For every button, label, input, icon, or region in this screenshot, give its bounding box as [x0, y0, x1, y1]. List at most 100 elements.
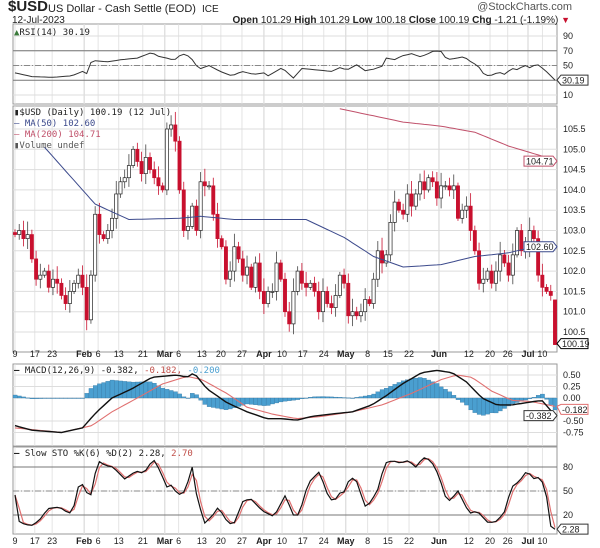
candle-body: [316, 291, 321, 313]
x-tick-label: 21: [138, 349, 148, 359]
candle-body: [270, 291, 275, 293]
x-tick-label: 17: [30, 536, 40, 546]
macd-histogram-bar: [409, 378, 414, 399]
candle: [274, 251, 279, 301]
candle: [38, 263, 43, 289]
macd-histogram-bar: [130, 381, 136, 399]
candle-body: [396, 201, 401, 211]
rsi-y-tick-label: 70: [563, 46, 573, 56]
candle: [25, 221, 30, 250]
candle: [249, 263, 254, 290]
macd-line: [14, 369, 556, 434]
macd-histogram-bar: [181, 396, 187, 399]
macd-histogram-bar: [84, 393, 90, 399]
macd-histogram-bar: [320, 396, 326, 399]
macd-histogram-bar: [177, 393, 182, 399]
candle: [388, 214, 393, 262]
macd-histogram-bar: [451, 395, 457, 399]
candle-body: [295, 270, 300, 292]
candle: [261, 278, 266, 314]
candle-body: [131, 148, 136, 166]
macd-histogram-bar: [468, 397, 473, 411]
macd-histogram-bar: [76, 397, 81, 399]
ohlc-summary: Open 101.29 High 101.29 Low 100.18 Close…: [233, 15, 571, 26]
x-tick-label: 8: [365, 349, 370, 359]
candle: [148, 152, 152, 174]
macd-histogram-bar: [434, 383, 440, 399]
candle: [110, 208, 114, 239]
candle-body: [278, 262, 283, 280]
macd-histogram-bar: [206, 397, 212, 407]
candle: [451, 174, 456, 199]
candle-body: [363, 299, 368, 313]
candle-body: [110, 217, 114, 231]
ma50-legend: — MA(50) 102.60: [14, 119, 96, 129]
candle: [63, 287, 68, 311]
macd-histogram-bar: [59, 397, 64, 399]
candle-body: [329, 303, 334, 308]
candle-body: [72, 282, 77, 292]
candle-body: [460, 209, 465, 219]
candle: [76, 268, 81, 289]
candle: [164, 122, 169, 196]
candle: [118, 176, 123, 198]
candle: [493, 261, 498, 292]
macd-histogram-bar: [71, 397, 77, 399]
candle-body: [122, 177, 127, 183]
candle: [418, 173, 422, 201]
candle-body: [287, 311, 292, 325]
candle-body: [38, 274, 43, 280]
candle: [426, 174, 431, 193]
macd-histogram-bar: [265, 397, 271, 406]
macd-histogram-bar: [291, 397, 296, 401]
rsi-panel-frame: [12, 23, 558, 105]
macd-histogram-bar: [143, 381, 149, 399]
candle-body: [76, 274, 81, 284]
rsi-legend: ▲RSI(14) 30.19: [14, 28, 90, 39]
x-tick-label: 10: [277, 536, 287, 546]
x-tick-label: 21: [138, 536, 148, 546]
macd-histogram-bar: [316, 396, 322, 399]
candle-body: [88, 274, 93, 321]
candle: [299, 262, 304, 290]
candle: [430, 171, 435, 187]
candle: [384, 249, 389, 267]
close-label: Close: [408, 15, 436, 26]
x-tick-label: Mar: [157, 536, 174, 546]
candle: [283, 272, 287, 317]
candle-body: [219, 238, 224, 248]
x-tick-label: Apr: [256, 536, 272, 546]
macd-histogram-bar: [97, 383, 102, 399]
candle-body: [17, 230, 22, 235]
candle: [447, 177, 452, 197]
candle-body: [498, 254, 503, 272]
candle: [236, 241, 241, 263]
price-y-tick-label: 100.5: [563, 327, 586, 337]
candle: [481, 267, 486, 293]
low-value: 100.18: [375, 15, 406, 26]
rsi-line: [14, 50, 556, 81]
candle: [489, 264, 494, 289]
close-value-tag: 100.19: [556, 338, 590, 350]
x-tick-label: 15: [383, 536, 393, 546]
sto-legend: — Slow STO %K(6) %D(2) 2.28, 2.70: [14, 449, 193, 459]
macd-histogram-bar: [493, 397, 499, 414]
candle: [308, 280, 313, 290]
candle: [169, 115, 174, 137]
candle: [544, 284, 549, 294]
macd-y-tick-label: -0.50: [563, 416, 584, 426]
macd-histogram-bar: [122, 381, 128, 399]
candle: [367, 296, 372, 307]
x-tick-label: 13: [114, 349, 124, 359]
x-tick-label: May: [337, 349, 355, 359]
macd-histogram-bar: [12, 394, 18, 399]
macd-histogram-bar: [455, 397, 461, 400]
candle-body: [367, 299, 372, 304]
x-tick-label: 9: [12, 536, 17, 546]
macd-histogram-bar: [460, 397, 465, 403]
macd-histogram-bar: [244, 397, 250, 405]
candle: [553, 299, 557, 345]
x-tick-label: Feb: [76, 349, 93, 359]
brand-link[interactable]: @StockCharts.com: [477, 1, 572, 13]
macd-histogram-bar: [202, 397, 208, 405]
